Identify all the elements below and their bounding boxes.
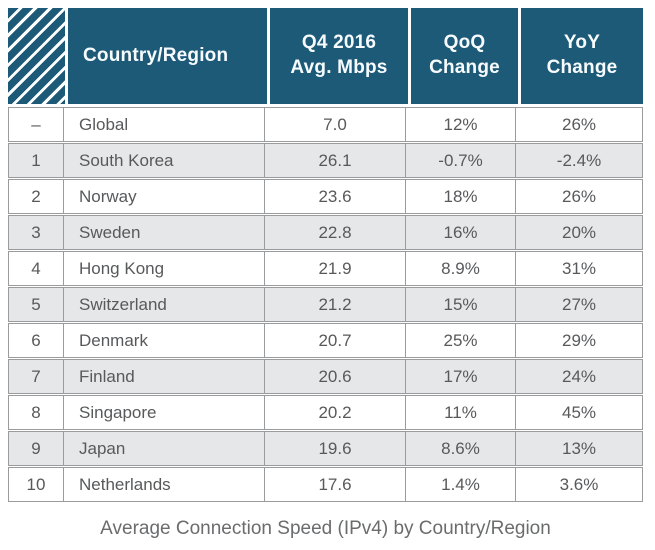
mbps-cell: 26.1 (265, 144, 406, 177)
table-row: – Global 7.0 12% 26% (8, 107, 643, 142)
qoq-cell: 15% (406, 288, 516, 321)
qoq-cell: 18% (406, 180, 516, 213)
rank-cell: 6 (9, 324, 64, 357)
country-cell: Sweden (64, 216, 265, 249)
yoy-cell: 27% (561, 294, 597, 314)
mbps-cell: 20.7 (265, 324, 406, 357)
qoq-cell: -0.7% (406, 144, 516, 177)
yoy-cell: 24% (561, 366, 597, 386)
mbps-cell: 21.9 (265, 252, 406, 285)
yoy-cell: 45% (561, 402, 597, 422)
mbps-cell: 23.6 (265, 180, 406, 213)
yoy-header-line2: Change (546, 57, 618, 78)
country-column-header: Country/Region (65, 8, 267, 104)
table-row: 6 Denmark 20.7 25% 29% (8, 323, 643, 358)
rank-cell: – (9, 108, 64, 141)
country-cell: Netherlands (64, 468, 265, 501)
rank-cell: 2 (9, 180, 64, 213)
rank-cell: 10 (9, 468, 64, 501)
table-row: 8 Singapore 20.2 11% 45% (8, 395, 643, 430)
country-cell: Hong Kong (64, 252, 265, 285)
country-cell: Global (64, 108, 265, 141)
mbps-cell: 21.2 (265, 288, 406, 321)
qoq-cell: 1.4% (406, 468, 516, 501)
table-row: 5 Switzerland 21.2 15% 27% (8, 287, 643, 322)
qoq-cell: 17% (406, 360, 516, 393)
table-row: 3 Sweden 22.8 16% 20% (8, 215, 643, 250)
country-cell: Japan (64, 432, 265, 465)
table-body: – Global 7.0 12% 26% 1 South Korea 26.1 … (8, 107, 643, 502)
country-cell: Singapore (64, 396, 265, 429)
yoy-cell: 20% (561, 222, 597, 242)
rank-cell: 5 (9, 288, 64, 321)
qoq-cell: 8.9% (406, 252, 516, 285)
mbps-cell: 17.6 (265, 468, 406, 501)
mbps-header-line1: Q4 2016 (301, 32, 377, 54)
hatched-corner-cell (8, 8, 65, 104)
yoy-cell: 3.6% (559, 474, 599, 494)
yoy-cell: -2.4% (556, 150, 602, 170)
table-row: 9 Japan 19.6 8.6% 13% (8, 431, 643, 466)
country-header-label: Country/Region (83, 44, 229, 66)
table-row: 2 Norway 23.6 18% 26% (8, 179, 643, 214)
rank-cell: 3 (9, 216, 64, 249)
table-row: 10 Netherlands 17.6 1.4% 3.6% (8, 467, 643, 502)
country-cell: Norway (64, 180, 265, 213)
country-cell: Finland (64, 360, 265, 393)
mbps-cell: 20.2 (265, 396, 406, 429)
qoq-cell: 11% (406, 396, 516, 429)
qoq-header-line1: QoQ (443, 32, 486, 54)
mbps-cell: 19.6 (265, 432, 406, 465)
qoq-cell: 8.6% (406, 432, 516, 465)
country-cell: Switzerland (64, 288, 265, 321)
qoq-cell: 25% (406, 324, 516, 357)
rank-cell: 4 (9, 252, 64, 285)
table-header: Country/Region Q4 2016 Avg. Mbps QoQ Cha… (8, 8, 643, 104)
yoy-cell: 31% (561, 258, 597, 278)
mbps-cell: 22.8 (265, 216, 406, 249)
country-cell: South Korea (64, 144, 265, 177)
qoq-header-line2: Change (429, 57, 500, 78)
table-row: 1 South Korea 26.1 -0.7% -2.4% (8, 143, 643, 178)
rank-cell: 9 (9, 432, 64, 465)
yoy-cell: 26% (561, 186, 597, 206)
yoy-cell: 29% (561, 330, 597, 350)
yoy-cell: 26% (561, 114, 597, 134)
mbps-column-header: Q4 2016 Avg. Mbps (267, 8, 408, 104)
qoq-cell: 16% (406, 216, 516, 249)
country-cell: Denmark (64, 324, 265, 357)
mbps-header-line2: Avg. Mbps (290, 57, 388, 78)
mbps-cell: 7.0 (265, 108, 406, 141)
yoy-header-line1: YoY (563, 32, 601, 54)
yoy-column-header: YoY Change (518, 8, 643, 104)
qoq-cell: 12% (406, 108, 516, 141)
table-row: 7 Finland 20.6 17% 24% (8, 359, 643, 394)
table-row: 4 Hong Kong 21.9 8.9% 31% (8, 251, 643, 286)
rank-cell: 7 (9, 360, 64, 393)
rank-cell: 1 (9, 144, 64, 177)
table-caption: Average Connection Speed (IPv4) by Count… (100, 518, 551, 539)
qoq-column-header: QoQ Change (408, 8, 518, 104)
speed-table: Country/Region Q4 2016 Avg. Mbps QoQ Cha… (8, 8, 643, 502)
yoy-cell: 13% (561, 438, 597, 458)
mbps-cell: 20.6 (265, 360, 406, 393)
rank-cell: 8 (9, 396, 64, 429)
